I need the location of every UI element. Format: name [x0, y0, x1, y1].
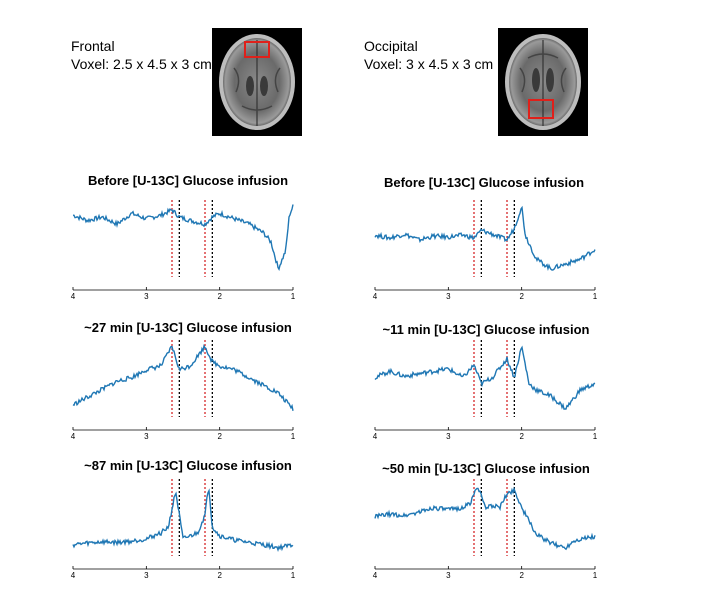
x-tick-label: 2: [519, 571, 524, 580]
x-tick-label: 3: [144, 432, 149, 441]
spectrum-trace: [374, 486, 596, 551]
frontal-voxel: Voxel: 2.5 x 4.5 x 3 cm: [71, 56, 212, 72]
panel-title-occipital-before: Before [U-13C] Glucose infusion: [383, 175, 585, 190]
x-tick-label: 1: [291, 432, 296, 441]
x-tick-label: 2: [519, 432, 524, 441]
spectrum-occipital-11min: 4 3 2 1: [373, 340, 598, 441]
occipital-mri-image: [498, 28, 588, 136]
x-tick-label: 1: [291, 292, 296, 301]
x-tick-label: 3: [446, 292, 451, 301]
x-tick-label: 1: [593, 571, 598, 580]
frontal-name: Frontal: [71, 38, 115, 54]
spectrum-frontal-before: 4 3 2 1: [71, 200, 296, 301]
x-tick-label: 4: [373, 432, 378, 441]
x-tick-label: 4: [71, 292, 76, 301]
x-tick-label: 1: [291, 571, 296, 580]
spectrum-frontal-27min: 4 3 2 1: [71, 340, 296, 441]
occipital-roi-box: [528, 99, 554, 119]
spectrum-trace: [72, 204, 294, 272]
x-tick-label: 3: [446, 432, 451, 441]
x-tick-label: 3: [144, 571, 149, 580]
panel-title-frontal-87min: ~87 min [U-13C] Glucose infusion: [84, 458, 292, 473]
spectrum-trace: [374, 345, 596, 410]
frontal-region-label: Frontal Voxel: 2.5 x 4.5 x 3 cm: [71, 37, 212, 73]
x-tick-label: 4: [373, 292, 378, 301]
panel-title-frontal-before: Before [U-13C] Glucose infusion: [87, 173, 289, 188]
panel-title-frontal-27min: ~27 min [U-13C] Glucose infusion: [84, 320, 292, 335]
spectrum-occipital-50min: 4 3 2 1: [373, 479, 598, 580]
spectrum-trace: [72, 488, 294, 552]
occipital-name: Occipital: [364, 38, 418, 54]
x-tick-label: 1: [593, 292, 598, 301]
frontal-mri-image: [212, 28, 302, 136]
x-tick-label: 2: [217, 571, 222, 580]
x-tick-label: 4: [71, 571, 76, 580]
x-tick-label: 1: [593, 432, 598, 441]
x-tick-label: 2: [519, 292, 524, 301]
frontal-roi-box: [244, 41, 270, 58]
x-tick-label: 4: [373, 571, 378, 580]
spectrum-occipital-before: 4 3 2 1: [373, 200, 598, 301]
spectrum-frontal-87min: 4 3 2 1: [71, 479, 296, 580]
panel-title-occipital-50min: ~50 min [U-13C] Glucose infusion: [382, 461, 590, 476]
spectrum-trace: [374, 205, 596, 271]
occipital-region-label: Occipital Voxel: 3 x 4.5 x 3 cm: [364, 37, 493, 73]
x-tick-label: 2: [217, 432, 222, 441]
occipital-voxel: Voxel: 3 x 4.5 x 3 cm: [364, 56, 494, 72]
x-tick-label: 3: [446, 571, 451, 580]
panel-title-occipital-11min: ~11 min [U-13C] Glucose infusion: [382, 322, 590, 337]
spectrum-trace: [72, 344, 294, 411]
x-tick-label: 4: [71, 432, 76, 441]
x-tick-label: 3: [144, 292, 149, 301]
x-tick-label: 2: [217, 292, 222, 301]
